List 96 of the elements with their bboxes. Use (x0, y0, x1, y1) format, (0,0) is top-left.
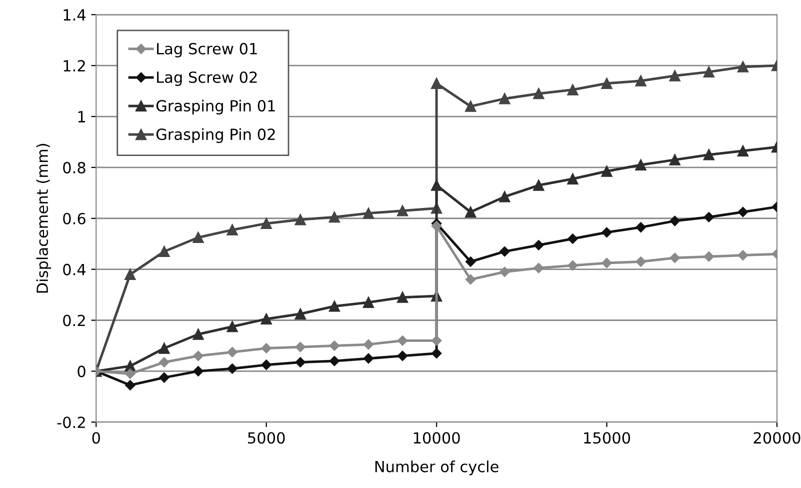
point (568, 260, 578, 271)
point (636, 222, 646, 232)
point (193, 366, 204, 376)
point (703, 66, 714, 78)
point (328, 300, 340, 312)
point (362, 208, 374, 219)
point (430, 78, 442, 89)
point (192, 232, 204, 244)
point (397, 350, 408, 362)
point (568, 234, 578, 244)
point (704, 251, 714, 262)
point (431, 348, 442, 358)
point (465, 206, 476, 218)
point (534, 262, 544, 274)
point (159, 372, 170, 383)
point (703, 149, 714, 160)
point (635, 159, 646, 170)
point (431, 336, 442, 346)
point (500, 246, 510, 257)
point (533, 88, 544, 100)
point (261, 343, 272, 354)
point (670, 252, 680, 263)
y-tick-label: -0.2 (57, 416, 85, 428)
point (465, 256, 476, 267)
point (193, 350, 204, 362)
point (635, 75, 646, 86)
point (328, 212, 340, 223)
x-tick-label: 5000 (248, 432, 285, 444)
point (499, 93, 510, 104)
point (294, 308, 306, 320)
x-axis-title: Number of cycle (375, 460, 498, 476)
y-tick-label: 1 (78, 111, 85, 122)
x-tick-label: 10000 (414, 432, 460, 444)
point (738, 206, 748, 218)
point (396, 292, 408, 303)
point (125, 380, 136, 390)
y-tick-label: 0.8 (63, 162, 86, 174)
legend-label: Lag Screw 01 (157, 42, 257, 58)
point (227, 346, 238, 358)
y-tick-label: 0.4 (63, 264, 86, 276)
point (737, 61, 748, 72)
point (465, 100, 476, 112)
point (704, 212, 714, 222)
point (294, 214, 306, 226)
legend-label: Grasping Pin 02 (156, 128, 275, 144)
point (738, 250, 748, 260)
point (534, 240, 544, 250)
legend-label: Grasping Pin 01 (156, 100, 275, 115)
point (669, 70, 680, 82)
point (124, 268, 136, 280)
point (295, 342, 306, 352)
point (397, 336, 408, 346)
point (602, 227, 612, 238)
point (636, 256, 646, 267)
point (260, 218, 272, 230)
y-tick-label: 0 (78, 366, 86, 378)
point (159, 357, 170, 368)
point (260, 313, 272, 325)
y-axis-title: Displacement (mm) (36, 144, 52, 293)
legend-label: Lag Screw 02 (157, 71, 257, 86)
point (295, 357, 306, 368)
point (430, 180, 442, 191)
x-tick-label: 20000 (754, 432, 800, 444)
x-tick-label: 0 (92, 432, 100, 444)
point (500, 266, 510, 277)
y-tick-label: 1.4 (64, 9, 86, 20)
point (533, 180, 544, 191)
point (363, 339, 374, 350)
point (601, 78, 612, 89)
point (261, 360, 272, 370)
point (601, 166, 612, 177)
point (396, 205, 408, 216)
point (363, 353, 374, 364)
y-tick-label: 0.6 (63, 212, 86, 224)
point (602, 258, 612, 268)
y-tick-label: 0.2 (63, 314, 85, 326)
point (192, 328, 204, 340)
x-tick-label: 15000 (584, 432, 630, 444)
point (158, 246, 170, 258)
point (227, 364, 238, 374)
point (125, 368, 136, 379)
point (329, 340, 340, 351)
point (670, 216, 680, 226)
point (737, 145, 748, 156)
point (567, 173, 578, 184)
point (362, 296, 374, 308)
point (567, 84, 578, 96)
point (226, 224, 238, 236)
y-tick-label: 1.2 (64, 60, 85, 72)
point (158, 342, 170, 354)
point (329, 356, 340, 366)
point (431, 220, 442, 232)
point (669, 154, 680, 166)
point (465, 274, 476, 285)
point (226, 321, 238, 332)
point (499, 191, 510, 202)
